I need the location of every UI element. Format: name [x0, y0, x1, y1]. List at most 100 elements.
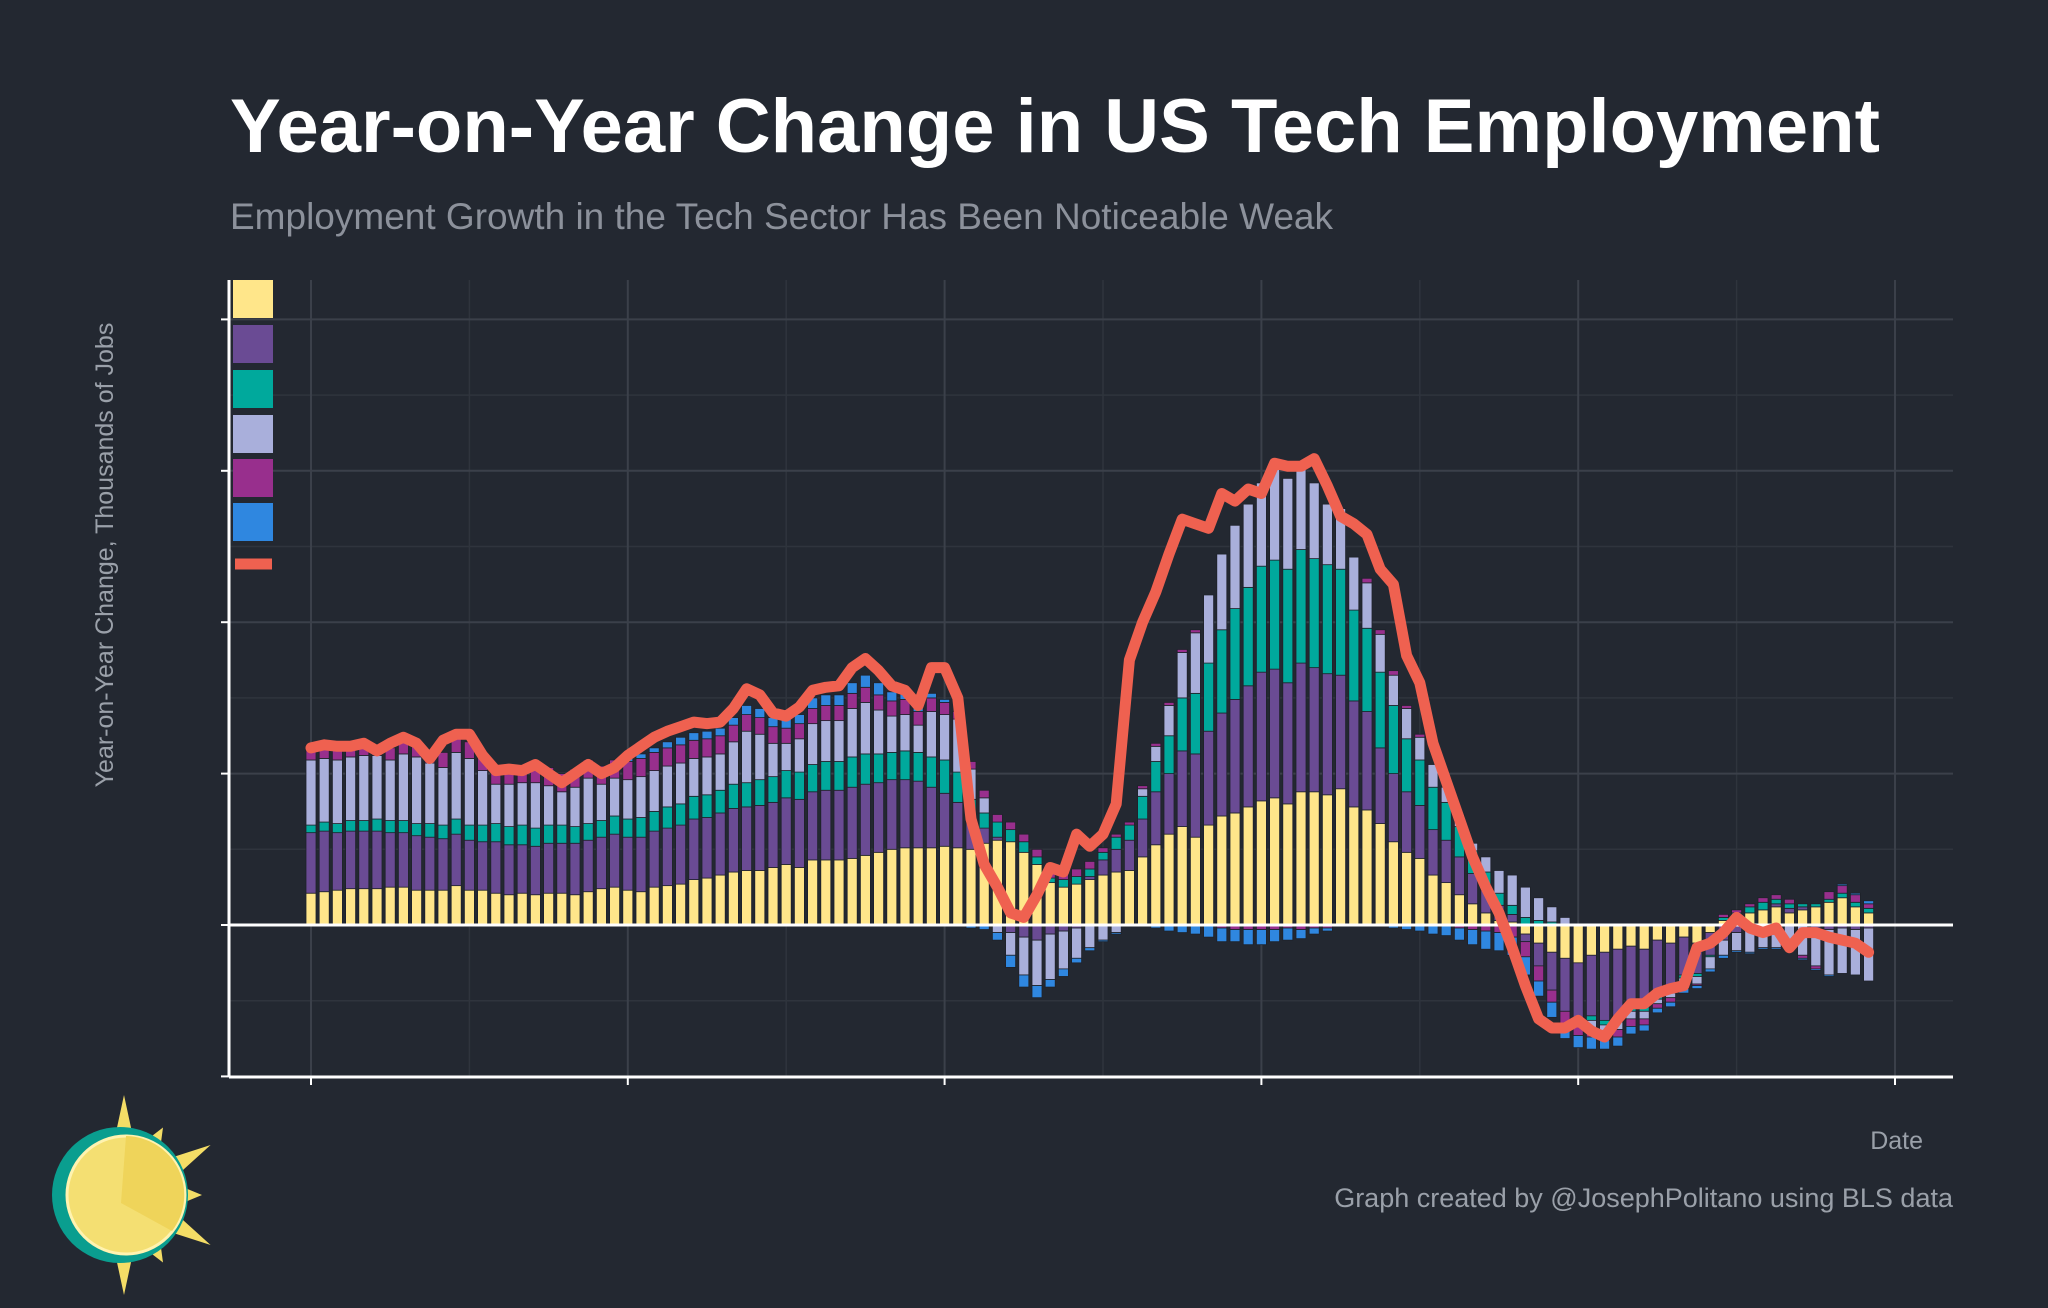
- bar-segment-programming: [1440, 839, 1452, 884]
- bar-segment-web_search: [1757, 897, 1769, 903]
- bar-segment-programming: [424, 836, 436, 891]
- bar-segment-infrastructure: [1216, 629, 1228, 714]
- bar-segment-web_search: [1176, 649, 1188, 653]
- bar-segment-programming: [569, 842, 581, 896]
- bar-segment-software: [1638, 924, 1650, 950]
- bar-segment-infrastructure: [1190, 692, 1201, 755]
- bar-segment-systems_design: [1427, 764, 1439, 788]
- bar-segment-web_search: [741, 714, 752, 732]
- bar-segment-software: [516, 892, 528, 926]
- bar-segment-programming: [1361, 711, 1373, 811]
- bar-segment-streaming: [688, 732, 700, 741]
- bar-segment-systems_design: [648, 770, 660, 812]
- bar-segment-software: [1665, 924, 1676, 944]
- bar-segment-software: [1454, 894, 1465, 926]
- bar-segment-infrastructure: [1110, 836, 1122, 850]
- bar-segment-software: [1586, 924, 1597, 956]
- bar-segment-infrastructure: [1335, 568, 1346, 676]
- bar-segment-streaming: [1546, 1001, 1558, 1018]
- bar-segment-programming: [1150, 791, 1162, 846]
- bar-segment-web_search: [662, 747, 673, 767]
- bar-segment-software: [1652, 924, 1663, 941]
- bar-segment-infrastructure: [1071, 876, 1082, 885]
- bar-segment-software: [1229, 812, 1241, 926]
- bar-segment-systems_design: [1638, 1010, 1650, 1020]
- bar-segment-infrastructure: [371, 818, 383, 832]
- bar-segment-streaming: [754, 708, 766, 718]
- bar-segment-streaming: [714, 727, 726, 737]
- bar-segment-systems_design: [503, 783, 515, 827]
- bar-segment-systems_design: [662, 765, 673, 808]
- bar-segment-infrastructure: [1784, 903, 1795, 909]
- bar-segment-software: [543, 892, 554, 926]
- bar-segment-streaming: [1625, 1026, 1637, 1035]
- bar-segment-infrastructure: [530, 827, 541, 847]
- bar-segment-systems_design: [1704, 956, 1716, 970]
- legend-swatch-infrastructure: [233, 370, 273, 408]
- bar-segment-streaming: [1691, 985, 1703, 989]
- bar-segment-software: [1269, 797, 1280, 926]
- bar-segment-systems_design: [1071, 927, 1082, 959]
- bar-segment-systems_design: [1533, 897, 1544, 921]
- legend-swatch-programming: [233, 325, 273, 363]
- bar-segment-software: [635, 891, 647, 926]
- chart-title: Year-on-Year Change in US Tech Employmen…: [230, 84, 1880, 169]
- bar-segment-software: [1361, 809, 1373, 926]
- bar-segment-streaming: [1731, 950, 1742, 953]
- bar-segment-programming: [807, 791, 818, 861]
- bar-segment-systems_design: [424, 762, 436, 824]
- bar-segment-programming: [318, 830, 330, 893]
- bar-segment-software: [1757, 909, 1769, 926]
- bar-segment-infrastructure: [1863, 907, 1874, 914]
- bar-segment-infrastructure: [1823, 898, 1835, 903]
- bar-segment-systems_design: [1203, 594, 1214, 664]
- bar-segment-streaming: [1770, 947, 1782, 950]
- total-line-layer: [305, 453, 1875, 1043]
- bar-segment-web_search: [1414, 733, 1426, 738]
- bar-segment-software: [530, 894, 541, 926]
- bar-segment-systems_design: [358, 755, 370, 821]
- bar-segment-programming: [846, 786, 858, 859]
- bar-segment-systems_design: [886, 715, 898, 753]
- bar-segment-programming: [331, 832, 343, 891]
- bar-segment-systems_design: [411, 756, 423, 824]
- bar-segment-systems_design: [860, 702, 871, 755]
- bar-segment-software: [1625, 924, 1637, 947]
- bar-segment-software: [358, 888, 370, 926]
- bar-segment-web_search: [846, 692, 858, 709]
- bar-segment-software: [1097, 874, 1109, 926]
- bar-segment-infrastructure: [1586, 1015, 1597, 1021]
- bar-segment-streaming: [662, 741, 673, 749]
- bar-segment-infrastructure: [741, 782, 752, 808]
- bar-segment-streaming: [1058, 968, 1069, 977]
- bar-segment-streaming: [1256, 929, 1267, 946]
- bar-segment-software: [952, 847, 964, 926]
- bar-segment-programming: [886, 779, 898, 850]
- bar-segment-software: [965, 848, 977, 926]
- bar-segment-software: [899, 847, 911, 926]
- bar-segment-systems_design: [371, 755, 383, 820]
- bar-segment-software: [1863, 912, 1874, 926]
- y-axis-title: Year-on-Year Change, Thousands of Jobs: [91, 323, 119, 788]
- bar-segment-systems_design: [477, 770, 489, 826]
- bar-segment-infrastructure: [939, 759, 950, 794]
- bar-segment-systems_design: [873, 709, 884, 755]
- bar-segment-software: [846, 857, 858, 926]
- bar-segment-systems_design: [1137, 788, 1148, 797]
- bar-segment-systems_design: [688, 758, 700, 797]
- bar-segment-web_search: [1638, 1018, 1650, 1026]
- bar-segment-programming: [609, 833, 620, 888]
- bar-segment-systems_design: [1731, 932, 1742, 952]
- bar-segment-infrastructure: [1374, 671, 1386, 749]
- bar-segment-systems_design: [1520, 886, 1531, 918]
- bar-segment-software: [1823, 901, 1835, 926]
- bar-segment-software: [1546, 924, 1558, 953]
- bar-segment-streaming: [1031, 985, 1043, 999]
- bar-segment-infrastructure: [1124, 824, 1135, 841]
- bar-segment-streaming: [873, 682, 884, 696]
- bar-segment-web_search: [1361, 577, 1373, 584]
- bar-segment-systems_design: [1361, 582, 1373, 629]
- bar-segment-programming: [1374, 747, 1386, 824]
- bar-segment-software: [1124, 870, 1135, 926]
- bar-segment-software: [1559, 924, 1571, 959]
